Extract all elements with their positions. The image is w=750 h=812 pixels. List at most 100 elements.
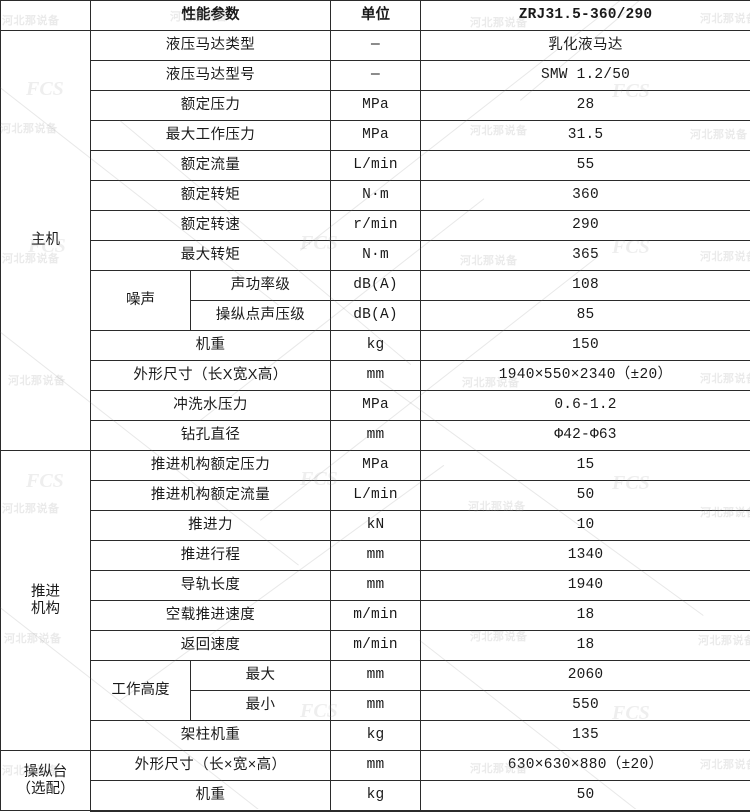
parameter-unit: L/min: [331, 481, 421, 511]
parameter-unit: mm: [331, 541, 421, 571]
parameter-value: 15: [421, 451, 750, 481]
parameter-unit: kg: [331, 331, 421, 361]
parameter-name: 额定转矩: [91, 181, 331, 211]
parameter-name: 最大工作压力: [91, 121, 331, 151]
parameter-unit: MPa: [331, 451, 421, 481]
parameter-value: 10: [421, 511, 750, 541]
parameter-unit: kg: [331, 721, 421, 751]
parameter-name: 推进机构额定压力: [91, 451, 331, 481]
parameter-value: 55: [421, 151, 750, 181]
parameter-value: 150: [421, 331, 750, 361]
group-label-1: 推进 机构: [1, 451, 91, 751]
parameter-value: 630×630×880（±20）: [421, 751, 750, 781]
parameter-unit: mm: [331, 661, 421, 691]
parameter-value: 360: [421, 181, 750, 211]
parameter-unit: dB(A): [331, 271, 421, 301]
parameter-value: 108: [421, 271, 750, 301]
parameter-name: 机重: [91, 781, 331, 811]
table-row: 主机液压马达类型—乳化液马达: [1, 31, 750, 61]
parameter-name: 液压马达类型: [91, 31, 331, 61]
subgroup-label: 工作高度: [91, 661, 191, 721]
parameter-unit: N·m: [331, 241, 421, 271]
parameter-value: SMW 1.2/50: [421, 61, 750, 91]
parameter-name: 最小: [191, 691, 331, 721]
parameter-value: 31.5: [421, 121, 750, 151]
parameter-value: 1340: [421, 541, 750, 571]
parameter-value: 1940×550×2340（±20）: [421, 361, 750, 391]
parameter-value: 135: [421, 721, 750, 751]
parameter-unit: r/min: [331, 211, 421, 241]
parameter-unit: L/min: [331, 151, 421, 181]
parameter-name: 外形尺寸（长×宽×高）: [91, 751, 331, 781]
parameter-name: 推进机构额定流量: [91, 481, 331, 511]
parameter-value: 1940: [421, 571, 750, 601]
parameter-name: 额定压力: [91, 91, 331, 121]
parameter-name: 返回速度: [91, 631, 331, 661]
header-corner-cell: [1, 1, 91, 31]
parameter-unit: MPa: [331, 91, 421, 121]
group-label-0: 主机: [1, 31, 91, 451]
parameter-value: 2060: [421, 661, 750, 691]
parameter-value: 290: [421, 211, 750, 241]
parameter-value: 50: [421, 781, 750, 811]
parameter-name: 额定转速: [91, 211, 331, 241]
table-row: 液压马达型号—SMW 1.2/50: [1, 61, 750, 91]
parameter-name: 导轨长度: [91, 571, 331, 601]
parameter-unit: —: [331, 61, 421, 91]
parameter-name: 机重: [91, 331, 331, 361]
parameter-unit: MPa: [331, 391, 421, 421]
parameter-name: 最大转矩: [91, 241, 331, 271]
parameter-unit: —: [331, 31, 421, 61]
parameter-unit: kN: [331, 511, 421, 541]
parameter-value: 50: [421, 481, 750, 511]
parameter-unit: mm: [331, 571, 421, 601]
subgroup-label: 噪声: [91, 271, 191, 331]
parameter-unit: dB(A): [331, 301, 421, 331]
parameter-unit: kg: [331, 781, 421, 811]
parameter-name: 最大: [191, 661, 331, 691]
parameter-name: 架柱机重: [91, 721, 331, 751]
parameter-unit: mm: [331, 751, 421, 781]
parameter-value: 18: [421, 601, 750, 631]
parameter-name: 外形尺寸（长X宽X高）: [91, 361, 331, 391]
parameter-name: 操纵点声压级: [191, 301, 331, 331]
parameter-unit: m/min: [331, 631, 421, 661]
parameter-value: 85: [421, 301, 750, 331]
header-model-label: ZRJ31.5-360/290: [421, 1, 750, 31]
parameter-name: 推进行程: [91, 541, 331, 571]
parameter-name: 声功率级: [191, 271, 331, 301]
parameter-unit: N·m: [331, 181, 421, 211]
parameter-value: 0.6-1.2: [421, 391, 750, 421]
parameter-value: 28: [421, 91, 750, 121]
parameter-name: 空载推进速度: [91, 601, 331, 631]
group-label-2: 操纵台 （选配）: [1, 751, 91, 811]
header-unit-label: 单位: [331, 1, 421, 31]
parameter-name: 额定流量: [91, 151, 331, 181]
parameter-name: 液压马达型号: [91, 61, 331, 91]
parameter-name: 冲洗水压力: [91, 391, 331, 421]
parameter-value: Φ42-Φ63: [421, 421, 750, 451]
parameter-value: 550: [421, 691, 750, 721]
parameter-value: 乳化液马达: [421, 31, 750, 61]
